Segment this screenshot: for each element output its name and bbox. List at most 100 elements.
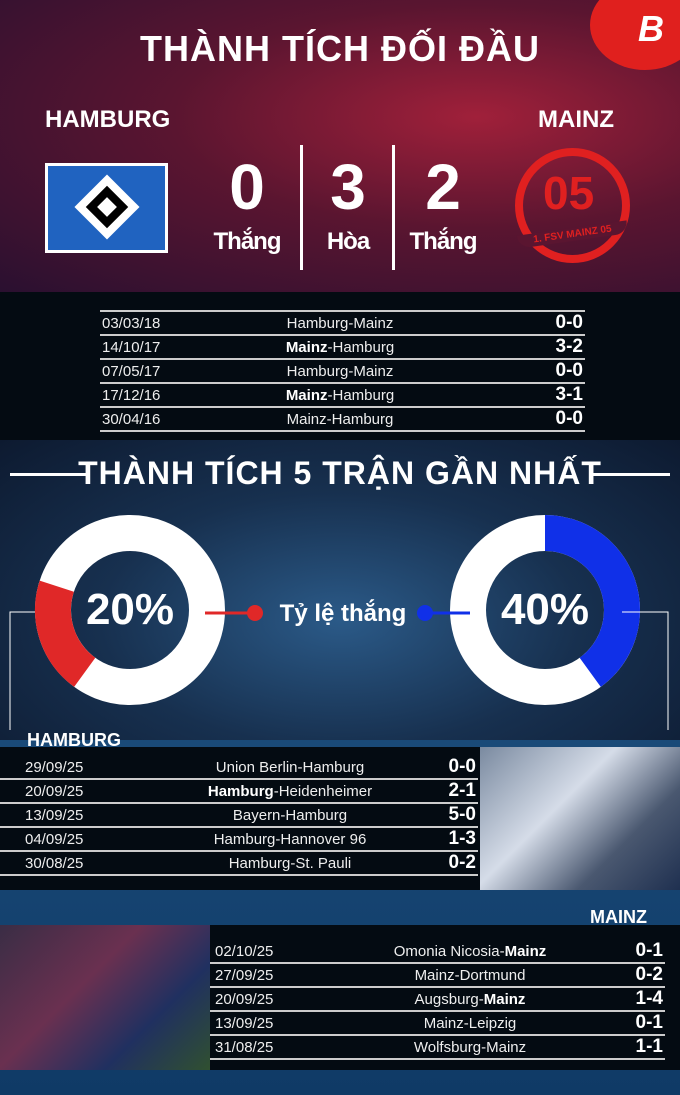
match-score: 5-0 bbox=[430, 803, 478, 828]
away-team: Hamburg bbox=[332, 386, 395, 404]
logo-letter: B bbox=[638, 8, 664, 49]
away-donut-arc bbox=[450, 515, 640, 705]
match-score: 0-2 bbox=[430, 851, 478, 876]
away-team: Dortmund bbox=[459, 966, 526, 984]
home-wins-count: 0 bbox=[229, 151, 265, 223]
win-rate-label: Tỷ lệ thắng bbox=[279, 600, 407, 627]
away-guide bbox=[622, 611, 669, 730]
away-team: Hannover 96 bbox=[280, 830, 367, 848]
home-team: Mainz bbox=[423, 1014, 464, 1032]
match-row: 17/12/16 Mainz-Hamburg 3-1 bbox=[100, 383, 585, 408]
away-team: Hamburg bbox=[302, 758, 365, 776]
match-row: 29/09/25 Union Berlin-Hamburg 0-0 bbox=[0, 756, 478, 780]
match-row: 13/09/25 Bayern-Hamburg 5-0 bbox=[0, 803, 478, 828]
match-row: 20/09/25 Hamburg-Heidenheimer 2-1 bbox=[0, 779, 478, 804]
match-score: 1-3 bbox=[430, 827, 478, 852]
away-team: Mainz bbox=[486, 1038, 527, 1056]
match-teams: Hamburg-Mainz bbox=[220, 311, 460, 336]
win-rate-chart bbox=[9, 515, 669, 730]
match-row: 13/09/25 Mainz-Leipzig 0-1 bbox=[210, 1011, 665, 1036]
match-date: 31/08/25 bbox=[210, 1035, 340, 1060]
match-score: 0-2 bbox=[600, 963, 665, 988]
match-date: 29/09/25 bbox=[0, 756, 150, 780]
divider bbox=[590, 473, 670, 476]
match-date: 03/03/18 bbox=[100, 311, 220, 336]
match-row: 07/05/17 Hamburg-Mainz 0-0 bbox=[100, 359, 585, 384]
away-win-rate: 40% bbox=[500, 585, 590, 634]
match-teams: Mainz-Dortmund bbox=[340, 963, 600, 988]
match-teams: Union Berlin-Hamburg bbox=[150, 756, 430, 780]
away-team: Hamburg bbox=[285, 806, 348, 824]
home-team: Mainz bbox=[285, 338, 328, 356]
divider bbox=[392, 145, 395, 270]
match-row: 03/03/18 Hamburg-Mainz 0-0 bbox=[100, 311, 585, 336]
away-team: Mainz bbox=[353, 314, 394, 332]
away-team-name: MAINZ bbox=[538, 106, 614, 133]
hamburg-players-photo bbox=[480, 747, 680, 890]
match-date: 30/08/25 bbox=[0, 851, 150, 876]
home-team: Mainz bbox=[286, 410, 327, 428]
form-title: THÀNH TÍCH 5 TRẬN GẦN NHẤT bbox=[78, 455, 602, 491]
match-teams: Hamburg-St. Pauli bbox=[150, 851, 430, 876]
home-team: Omonia Nicosia bbox=[393, 942, 500, 960]
match-row: 02/10/25 Omonia Nicosia-Mainz 0-1 bbox=[210, 940, 665, 964]
crest-number: 05 bbox=[543, 167, 595, 219]
match-teams: Mainz-Hamburg bbox=[220, 383, 460, 408]
match-teams: Augsburg-Mainz bbox=[340, 987, 600, 1012]
match-date: 20/09/25 bbox=[210, 987, 340, 1012]
match-teams: Mainz-Hamburg bbox=[220, 407, 460, 432]
away-dot bbox=[417, 605, 433, 621]
match-row: 31/08/25 Wolfsburg-Mainz 1-1 bbox=[210, 1035, 665, 1060]
away-wins-label: Thắng bbox=[409, 228, 478, 255]
match-teams: Omonia Nicosia-Mainz bbox=[340, 940, 600, 964]
away-team: Mainz bbox=[483, 990, 526, 1008]
match-date: 14/10/17 bbox=[100, 335, 220, 360]
match-row: 14/10/17 Mainz-Hamburg 3-2 bbox=[100, 335, 585, 360]
away-team: Hamburg bbox=[332, 338, 395, 356]
home-recent-title: HAMBURG bbox=[27, 730, 121, 750]
away-wins-count: 2 bbox=[425, 151, 461, 223]
match-row: 20/09/25 Augsburg-Mainz 1-4 bbox=[210, 987, 665, 1012]
away-team: Mainz bbox=[353, 362, 394, 380]
match-row: 30/08/25 Hamburg-St. Pauli 0-2 bbox=[0, 851, 478, 876]
home-wins-label: Thắng bbox=[213, 228, 282, 255]
match-teams: Mainz-Leipzig bbox=[340, 1011, 600, 1036]
match-date: 02/10/25 bbox=[210, 940, 340, 964]
draws-count: 3 bbox=[330, 151, 366, 223]
away-team: Heidenheimer bbox=[278, 782, 373, 800]
match-date: 13/09/25 bbox=[0, 803, 150, 828]
match-date: 13/09/25 bbox=[210, 1011, 340, 1036]
h2h-table: 03/03/18 Hamburg-Mainz 0-0 14/10/17 Mainz… bbox=[100, 310, 585, 432]
divider bbox=[10, 473, 90, 476]
match-score: 0-1 bbox=[600, 1011, 665, 1036]
page-title: THÀNH TÍCH ĐỐI ĐẦU bbox=[140, 28, 540, 69]
home-dot bbox=[247, 605, 263, 621]
divider bbox=[300, 145, 303, 270]
home-win-rate: 20% bbox=[85, 585, 175, 634]
match-date: 17/12/16 bbox=[100, 383, 220, 408]
away-team: Mainz bbox=[504, 942, 547, 960]
mainz-crest: 05 bbox=[515, 148, 630, 263]
home-team: Hamburg bbox=[286, 314, 349, 332]
match-score: 0-0 bbox=[460, 311, 585, 336]
home-team-name: HAMBURG bbox=[45, 106, 171, 133]
home-team: Bayern bbox=[232, 806, 281, 824]
home-recent-table: 29/09/25 Union Berlin-Hamburg 0-0 20/09/2… bbox=[0, 756, 478, 876]
match-teams: Bayern-Hamburg bbox=[150, 803, 430, 828]
match-teams: Mainz-Hamburg bbox=[220, 335, 460, 360]
home-team: Hamburg bbox=[207, 782, 274, 800]
match-score: 0-0 bbox=[460, 359, 585, 384]
away-recent-title: MAINZ bbox=[590, 907, 647, 927]
match-score: 0-1 bbox=[600, 940, 665, 964]
away-team: St. Pauli bbox=[295, 854, 352, 872]
match-score: 3-2 bbox=[460, 335, 585, 360]
home-guide bbox=[9, 611, 35, 730]
match-row: 27/09/25 Mainz-Dortmund 0-2 bbox=[210, 963, 665, 988]
home-team: Mainz bbox=[414, 966, 455, 984]
match-row: 30/04/16 Mainz-Hamburg 0-0 bbox=[100, 407, 585, 432]
home-team: Augsburg bbox=[414, 990, 479, 1008]
away-team: Leipzig bbox=[468, 1014, 517, 1032]
home-team: Mainz bbox=[285, 386, 328, 404]
mainz-players-photo bbox=[0, 925, 210, 1070]
away-team: Hamburg bbox=[331, 410, 394, 428]
